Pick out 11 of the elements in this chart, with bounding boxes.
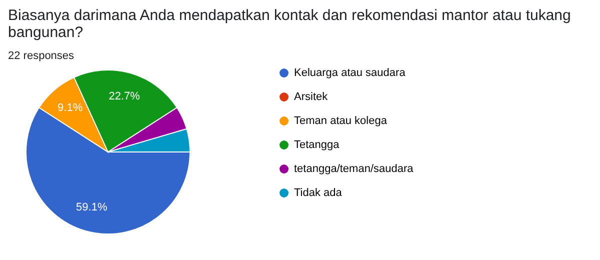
legend-label: Tidak ada (294, 187, 343, 199)
data-label: 22.7% (108, 90, 140, 102)
legend-label: Arsitek (294, 91, 328, 103)
data-label: 9.1% (58, 102, 83, 114)
legend-label: Tetangga (294, 139, 340, 151)
legend-label: Keluarga atau saudara (294, 67, 406, 79)
legend-label: Teman atau kolega (294, 115, 388, 127)
chart-title: Biasanya darimana Anda mendapatkan kontak dan rekomendasi mantor atau tukang bangunan? (8, 7, 571, 41)
legend-label: tetangga/teman/saudara (294, 163, 414, 175)
chart-subtitle: 22 responses (8, 50, 75, 62)
data-label: 59.1% (76, 202, 108, 214)
